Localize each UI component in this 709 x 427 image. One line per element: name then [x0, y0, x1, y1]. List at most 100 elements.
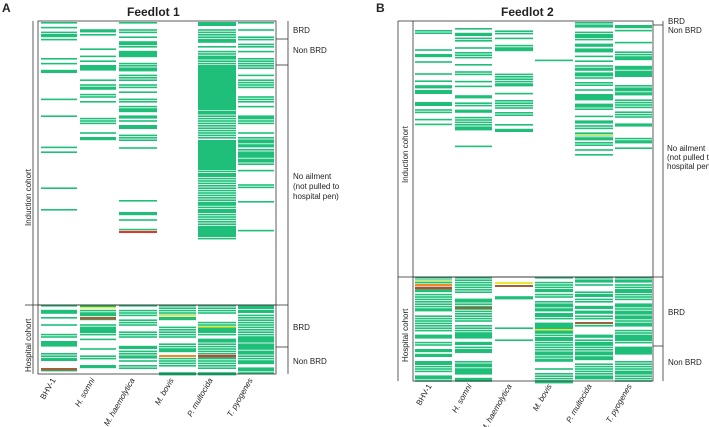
panel-a-cell	[119, 74, 157, 77]
panel-a-cell	[80, 48, 116, 50]
panel-b-cell	[415, 327, 452, 329]
panel-a-cell	[119, 46, 157, 48]
panel-a-cell	[119, 212, 157, 216]
panel-a-cell	[198, 338, 236, 342]
panel-a-cell	[238, 144, 274, 148]
panel-b-cell	[455, 104, 492, 107]
panel-a-cell	[119, 219, 157, 221]
panel-b-cell	[495, 339, 533, 341]
panel-a-cell	[238, 141, 274, 144]
panel-b-cell	[455, 329, 492, 332]
panel-b-cell	[535, 59, 573, 62]
panel-b-cell	[575, 363, 613, 365]
panel-b-cell	[575, 315, 613, 317]
panel-b-cell	[455, 47, 492, 49]
panel-a-cell	[198, 60, 236, 62]
panel-b-cell	[575, 108, 613, 110]
panel-b-cell	[615, 284, 652, 286]
panel-a-cell	[198, 177, 236, 180]
panel-b-cell	[535, 332, 573, 334]
panel-a-cell	[198, 187, 236, 189]
panel-b-cell	[455, 281, 492, 284]
panel-b-cell	[575, 373, 613, 375]
panel-b-cell	[415, 363, 452, 365]
panel-b-cell	[535, 351, 573, 355]
panel-b-cell	[535, 281, 573, 284]
panel-a-cell	[159, 357, 196, 360]
panel-b-cell	[415, 296, 452, 298]
panel-b-cell	[495, 47, 533, 51]
panel-a-cell	[198, 58, 236, 60]
panel-b-cell	[575, 48, 613, 52]
panel-b-cell	[535, 313, 573, 317]
panel-a-cell	[198, 103, 236, 107]
panel-b-cell	[615, 308, 652, 310]
panel-a-cell	[119, 31, 157, 34]
panel-b-cell	[455, 32, 492, 36]
panel-a-cell	[198, 86, 236, 89]
panel-a-title: Feedlot 1	[127, 5, 180, 19]
panel-a-xlabel-m-haemolytica: M. haemolytica	[102, 376, 137, 427]
panel-a-cell	[119, 350, 157, 353]
panel-b-cell	[495, 78, 533, 80]
panel-b-cell	[415, 277, 452, 279]
panel-a-cell	[198, 237, 236, 240]
panel-a-cell	[198, 182, 236, 185]
panel-a-cell	[198, 132, 236, 134]
panel-a-cell	[238, 137, 274, 139]
panel-b-cell	[415, 102, 452, 106]
panel-b-cell	[455, 361, 492, 363]
panel-a-cell	[159, 317, 196, 321]
panel-b-cell	[615, 373, 652, 375]
panel-b-cell	[495, 104, 533, 107]
panel-b-cell	[575, 375, 613, 379]
panel-b-cell	[615, 106, 652, 109]
panel-b-cell	[615, 332, 652, 334]
panel-a-cell	[41, 151, 77, 153]
panel-a-xlabel-p-multocida: P. multocida	[185, 376, 215, 418]
panel-b-cell	[495, 30, 533, 32]
panel-b-cell	[575, 349, 613, 351]
panel-b-cell	[455, 56, 492, 59]
panel-b-cell	[575, 22, 613, 24]
panel-b-cell	[575, 127, 613, 130]
panel-a-cell	[238, 96, 274, 98]
panel-a-cell	[198, 151, 236, 153]
panel-b-cell	[615, 341, 652, 344]
panel-b-cell	[575, 346, 613, 349]
panel-b-cell	[535, 356, 573, 358]
panel-b-cell	[575, 377, 613, 380]
panel-a-cell	[119, 321, 157, 324]
panel-a-cell	[198, 50, 236, 53]
panel-a-cell	[238, 163, 274, 165]
panel-a-cell	[80, 120, 116, 122]
panel-b-xlabel-m-bovis: M. bovis	[531, 383, 554, 413]
panel-a-no-ailment: hospital pen)	[293, 192, 339, 201]
panel-b-hospital-frame	[412, 276, 654, 382]
panel-b-cell	[535, 277, 573, 279]
panel-b-cell	[535, 317, 573, 320]
panel-b-letter: B	[376, 1, 385, 15]
panel-b-hospital-label: Hospital cohort	[401, 308, 410, 362]
panel-a-cell	[198, 365, 236, 367]
panel-a-cell	[238, 156, 274, 158]
panel-a-cell	[238, 305, 274, 309]
panel-b-cell	[535, 296, 573, 298]
panel-a-cell	[238, 122, 274, 125]
panel-b-cell	[495, 296, 533, 300]
panel-a-cell	[119, 125, 157, 129]
panel-b-cell	[615, 51, 652, 53]
panel-b-cell	[415, 334, 452, 338]
panel-a-cell	[198, 192, 236, 194]
panel-a-cell	[80, 329, 116, 333]
panel-a-cell	[198, 350, 236, 353]
panel-b-cell	[575, 31, 613, 34]
panel-b-cell	[535, 305, 573, 308]
panel-b-cell	[455, 303, 492, 305]
panel-a-cell	[119, 36, 157, 38]
panel-b-cell	[455, 349, 492, 353]
panel-a-cell	[41, 26, 77, 29]
panel-a-cell	[198, 161, 236, 165]
panel-b-cell	[455, 284, 492, 286]
panel-a-cell	[119, 43, 157, 46]
